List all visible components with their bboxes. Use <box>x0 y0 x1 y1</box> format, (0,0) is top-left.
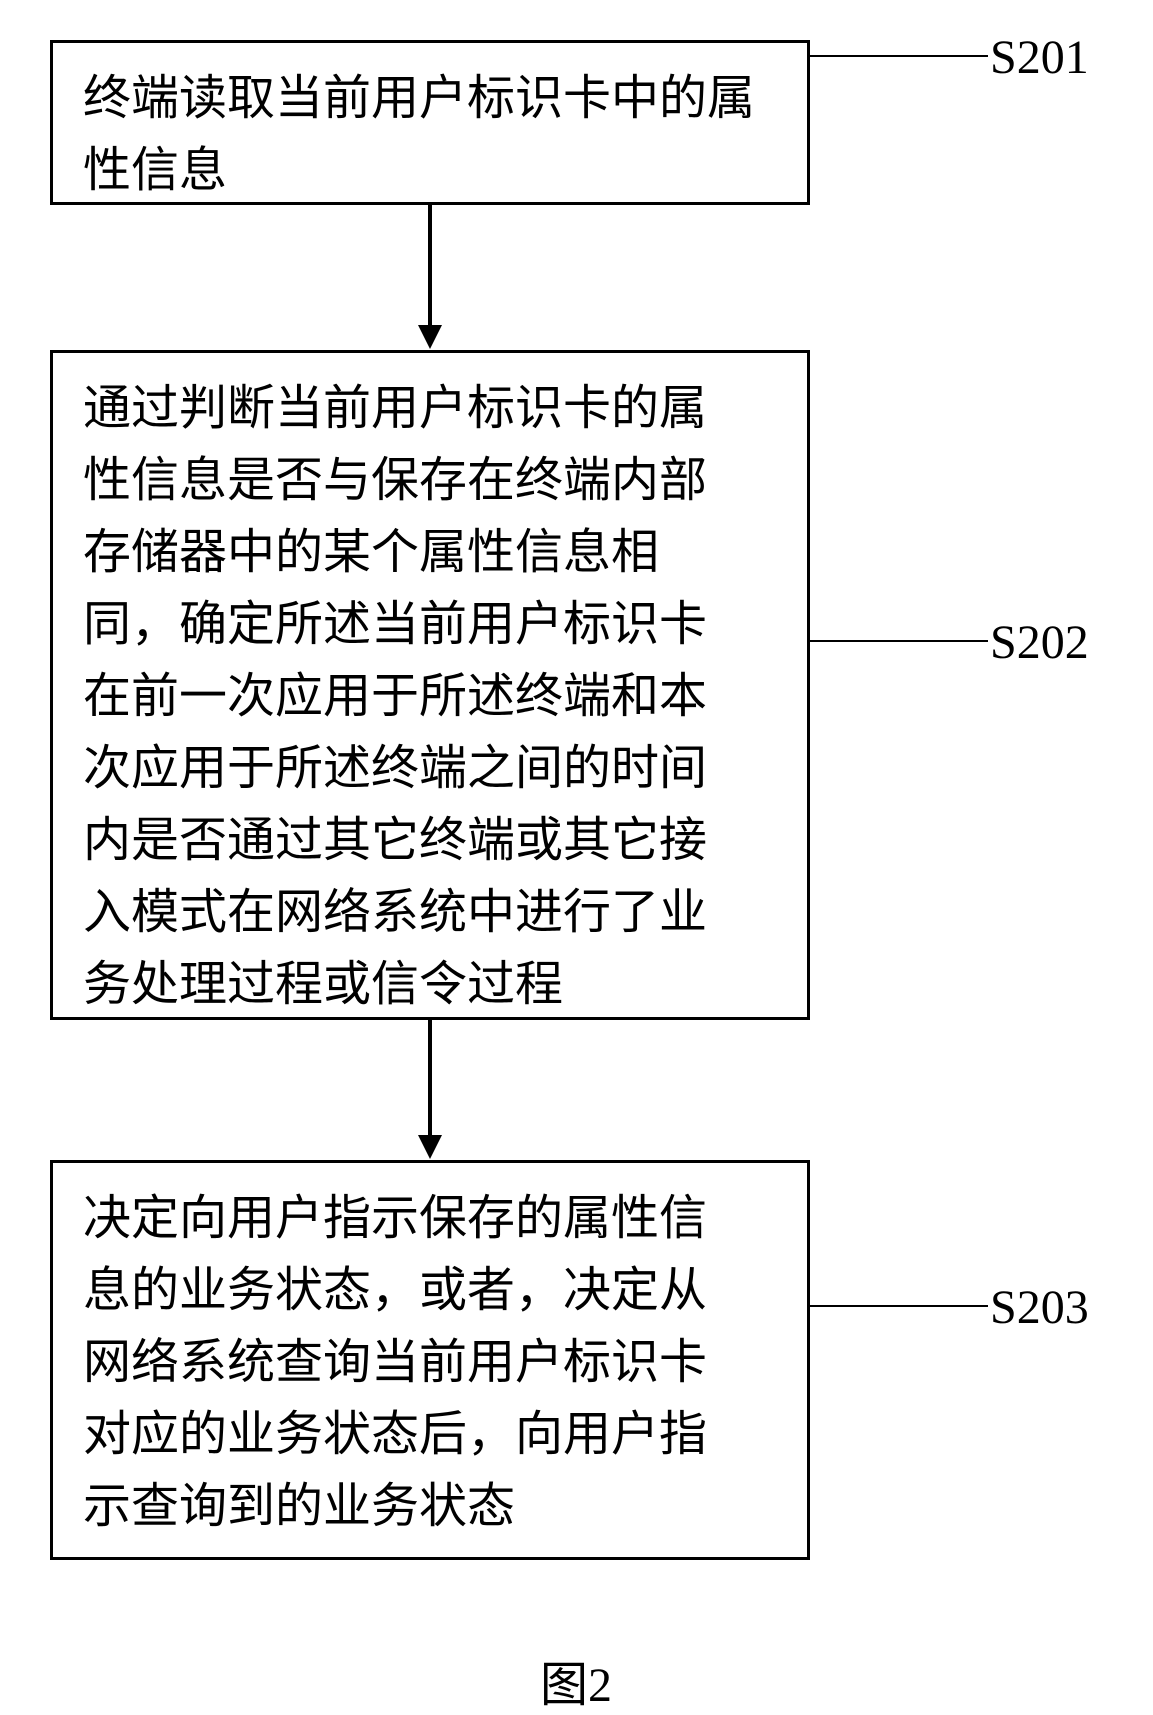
flowchart-box-3: 决定向用户指示保存的属性信 息的业务状态，或者，决定从 网络系统查询当前用户标识… <box>50 1160 810 1560</box>
connector-line-2 <box>810 640 988 642</box>
box-2-text: 通过判断当前用户标识卡的属 性信息是否与保存在终端内部 存储器中的某个属性信息相… <box>83 373 777 1021</box>
flowchart-box-1: 终端读取当前用户标识卡中的属 性信息 <box>50 40 810 205</box>
flowchart-container: 终端读取当前用户标识卡中的属 性信息 S201 通过判断当前用户标识卡的属 性信… <box>0 0 1153 1709</box>
arrow-1-head <box>418 325 442 349</box>
label-s201: S201 <box>990 30 1089 85</box>
connector-line-1 <box>810 55 988 57</box>
arrow-2-head <box>418 1135 442 1159</box>
label-s202: S202 <box>990 615 1089 670</box>
flowchart-box-2: 通过判断当前用户标识卡的属 性信息是否与保存在终端内部 存储器中的某个属性信息相… <box>50 350 810 1020</box>
arrow-2-line <box>428 1020 432 1135</box>
figure-label: 图2 <box>540 1645 612 1715</box>
box-1-text: 终端读取当前用户标识卡中的属 性信息 <box>83 63 777 207</box>
arrow-1-line <box>428 205 432 325</box>
box-3-text: 决定向用户指示保存的属性信 息的业务状态，或者，决定从 网络系统查询当前用户标识… <box>83 1183 777 1543</box>
connector-line-3 <box>810 1305 988 1307</box>
label-s203: S203 <box>990 1280 1089 1335</box>
